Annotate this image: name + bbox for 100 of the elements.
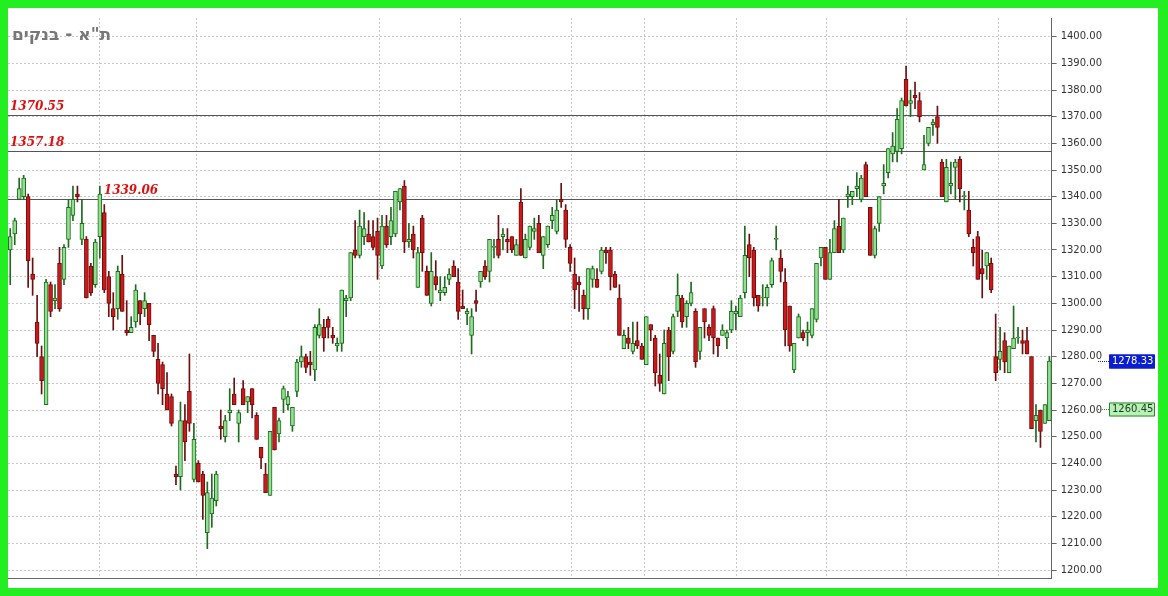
candlestick: [375, 217, 380, 280]
candlestick: [832, 220, 837, 253]
candlestick: [263, 463, 268, 493]
candlestick: [617, 284, 622, 336]
y-tick-label: 1280.00: [1060, 350, 1103, 362]
y-tick-label: 1300.00: [1060, 296, 1103, 308]
candlestick: [944, 159, 949, 203]
candlestick: [393, 191, 398, 237]
y-tick-label: 1360.00: [1060, 136, 1103, 148]
candlestick: [908, 89, 913, 117]
candlestick: [272, 407, 277, 451]
candlestick: [254, 412, 259, 440]
candlestick: [572, 257, 577, 309]
candlestick: [236, 409, 242, 443]
candlestick: [402, 180, 407, 253]
candlestick: [39, 345, 44, 395]
candlestick: [281, 385, 286, 413]
candlestick: [935, 105, 940, 144]
candlestick: [760, 284, 766, 307]
y-tick-label: 1200.00: [1060, 563, 1103, 575]
y-tick-label: 1390.00: [1060, 56, 1103, 68]
candlestick: [599, 247, 604, 275]
candlestick: [411, 225, 416, 259]
y-tick-label: 1250.00: [1060, 430, 1103, 442]
candlestick: [21, 175, 27, 200]
y-tick-label: 1230.00: [1060, 483, 1103, 495]
candlestick: [926, 127, 931, 147]
candlestick: [1029, 356, 1034, 429]
y-tick-label: 1240.00: [1060, 456, 1103, 468]
y-tick-label: 1350.00: [1060, 163, 1103, 175]
candlestick: [66, 199, 71, 248]
candlestick: [160, 361, 165, 405]
candlestick: [657, 353, 663, 392]
ref-line-label: 1260.45: [1112, 403, 1154, 415]
candlestick: [8, 228, 13, 285]
candlestick: [953, 159, 958, 200]
y-tick-label: 1330.00: [1060, 216, 1103, 228]
candlestick: [178, 401, 183, 491]
candlestick: [702, 308, 707, 339]
candlestick: [366, 220, 371, 243]
candlestick: [514, 239, 519, 256]
ref-line-label: 1278.33: [1112, 355, 1154, 367]
candlestick: [245, 396, 250, 413]
candlestick: [693, 308, 698, 368]
candlestick: [720, 324, 725, 336]
candlestick: [57, 247, 62, 312]
y-tick-label: 1290.00: [1060, 323, 1103, 335]
y-tick-label: 1370.00: [1060, 110, 1103, 122]
ref-line-label: 1357.18: [10, 134, 65, 149]
candlestick: [142, 292, 147, 317]
ref-line-label: 1339.06: [103, 182, 159, 197]
candlestick: [384, 215, 389, 248]
candlestick: [478, 271, 483, 288]
candlestick: [581, 289, 586, 320]
candlestick: [348, 252, 353, 301]
candlestick: [823, 247, 828, 280]
y-tick-label: 1380.00: [1060, 83, 1103, 95]
ref-line-label: 1370.55: [10, 98, 65, 113]
candlestick: [711, 305, 716, 355]
y-tick-label: 1220.00: [1060, 510, 1103, 522]
candlestick: [469, 308, 474, 355]
y-tick-label: 1320.00: [1060, 243, 1103, 255]
candlestick: [357, 209, 362, 259]
candlestick: [634, 321, 640, 349]
candlestick: [684, 300, 689, 328]
candlestick: [626, 327, 631, 349]
y-tick-label: 1210.00: [1060, 536, 1103, 548]
candlestick: [1015, 327, 1021, 344]
candlestick: [993, 313, 998, 381]
candlestick: [496, 215, 501, 259]
candlestick: [290, 407, 295, 432]
candlestick: [1038, 409, 1043, 448]
candlestick: [1002, 332, 1007, 373]
candlestick: [487, 239, 492, 283]
candlestick: [84, 236, 89, 299]
candlestick: [738, 295, 743, 317]
candlestick: [796, 313, 801, 339]
candlestick: [563, 204, 568, 248]
y-tick-label: 1400.00: [1060, 30, 1103, 42]
candlestick: [1047, 356, 1052, 421]
candlestick: [169, 393, 174, 427]
candlestick: [30, 257, 35, 296]
candlestick: [93, 239, 98, 288]
candlestick: [48, 281, 53, 317]
candlestick: [841, 217, 846, 253]
candlestick: [899, 97, 904, 155]
candlestick: [675, 273, 680, 317]
candlestick: [204, 481, 210, 549]
y-tick-label: 1270.00: [1060, 376, 1103, 388]
y-tick-label: 1340.00: [1060, 190, 1103, 202]
candlestick: [151, 335, 156, 357]
y-tick-label: 1260.00: [1060, 403, 1103, 415]
chart-title: ת"א - בנקים: [12, 24, 112, 44]
candlestick: [778, 249, 783, 283]
candlestick: [729, 300, 734, 333]
candlestick: [917, 92, 922, 123]
candlestick: [1020, 329, 1025, 355]
candlestick: [419, 215, 425, 272]
candlestick: [133, 284, 138, 328]
candlestick: [299, 345, 304, 368]
